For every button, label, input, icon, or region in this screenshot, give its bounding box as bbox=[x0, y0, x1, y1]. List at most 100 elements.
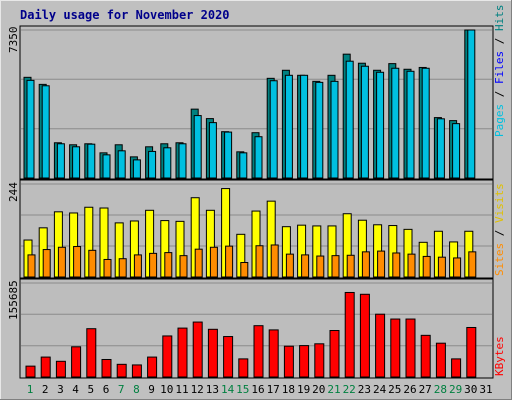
x-label-14: 14 bbox=[221, 383, 235, 396]
bar-files-3 bbox=[56, 143, 65, 179]
svg-text:Pages / Files / Hits: Pages / Files / Hits bbox=[493, 5, 506, 138]
bar-kbytes-3 bbox=[55, 360, 66, 378]
bar-files-28 bbox=[436, 118, 445, 179]
bar-sites-19 bbox=[301, 254, 310, 278]
bar-files-20 bbox=[315, 81, 324, 179]
legend-kbytes: KBytes bbox=[493, 336, 506, 376]
bar-kbytes-12 bbox=[192, 321, 203, 378]
bar-sites-18 bbox=[285, 253, 294, 278]
x-label-2: 2 bbox=[42, 383, 49, 396]
legend-visits-panel: Sites / Visits bbox=[493, 183, 506, 276]
bar-sites-7 bbox=[118, 258, 127, 278]
x-label-10: 10 bbox=[160, 383, 173, 396]
bar-files-24 bbox=[376, 71, 385, 179]
x-label-11: 11 bbox=[175, 383, 188, 396]
bar-files-4 bbox=[72, 146, 81, 179]
bar-sites-21 bbox=[331, 255, 340, 278]
x-label-5: 5 bbox=[87, 383, 94, 396]
bar-kbytes-14 bbox=[223, 336, 234, 378]
chart-title: Daily usage for November 2020 bbox=[20, 8, 230, 22]
bar-kbytes-8 bbox=[131, 364, 142, 378]
bar-kbytes-29 bbox=[451, 358, 462, 378]
bar-files-9 bbox=[148, 150, 157, 179]
bar-sites-5 bbox=[88, 249, 97, 278]
bar-files-1 bbox=[26, 79, 35, 179]
bar-kbytes-11 bbox=[177, 327, 188, 378]
bar-kbytes-2 bbox=[40, 356, 51, 378]
bar-kbytes-9 bbox=[147, 356, 158, 378]
bar-sites-23 bbox=[361, 251, 370, 278]
legend-kbytes-panel: KBytes bbox=[493, 336, 506, 376]
legend-sites: Sites bbox=[493, 243, 506, 276]
x-label-17: 17 bbox=[267, 383, 280, 396]
x-label-23: 23 bbox=[358, 383, 371, 396]
bar-files-27 bbox=[421, 67, 430, 179]
bar-kbytes-28 bbox=[435, 342, 446, 378]
bar-kbytes-21 bbox=[329, 330, 340, 378]
bar-files-30 bbox=[467, 29, 476, 179]
legend-pages: Pages bbox=[493, 104, 506, 137]
bar-sites-3 bbox=[57, 246, 66, 278]
x-label-7: 7 bbox=[118, 383, 125, 396]
bar-sites-13 bbox=[209, 246, 218, 278]
bar-files-10 bbox=[163, 147, 172, 179]
bar-files-25 bbox=[391, 67, 400, 179]
bar-sites-25 bbox=[392, 252, 401, 278]
bar-kbytes-25 bbox=[390, 318, 401, 378]
x-label-30: 30 bbox=[464, 383, 477, 396]
bar-kbytes-26 bbox=[405, 318, 416, 378]
bar-files-7 bbox=[117, 150, 126, 179]
bar-kbytes-27 bbox=[420, 334, 431, 378]
bar-sites-16 bbox=[255, 245, 264, 278]
bar-sites-11 bbox=[179, 255, 188, 278]
bar-sites-15 bbox=[240, 262, 249, 278]
x-label-24: 24 bbox=[373, 383, 387, 396]
x-label-9: 9 bbox=[148, 383, 155, 396]
bar-sites-4 bbox=[73, 246, 82, 278]
bar-sites-30 bbox=[468, 251, 477, 278]
bar-kbytes-15 bbox=[238, 358, 249, 378]
bar-sites-14 bbox=[225, 245, 234, 278]
x-label-19: 19 bbox=[297, 383, 310, 396]
x-label-8: 8 bbox=[133, 383, 140, 396]
bar-sites-6 bbox=[103, 258, 112, 278]
bar-sites-1 bbox=[27, 254, 36, 278]
x-label-22: 22 bbox=[343, 383, 356, 396]
bar-sites-17 bbox=[270, 244, 279, 278]
bar-files-11 bbox=[178, 143, 187, 179]
bar-files-21 bbox=[330, 80, 339, 179]
bar-files-19 bbox=[300, 74, 309, 179]
bar-files-14 bbox=[224, 131, 233, 179]
bar-sites-26 bbox=[407, 253, 416, 278]
x-label-16: 16 bbox=[251, 383, 264, 396]
bar-kbytes-24 bbox=[375, 313, 386, 378]
bar-files-26 bbox=[406, 70, 415, 179]
bar-kbytes-10 bbox=[162, 335, 173, 378]
bar-kbytes-30 bbox=[466, 326, 477, 378]
svg-text:Sites / Visits: Sites / Visits bbox=[493, 183, 506, 276]
ymax-label-visits: 244 bbox=[7, 182, 20, 202]
ymax-label-kbytes: 155685 bbox=[7, 280, 20, 320]
bar-sites-20 bbox=[316, 255, 325, 278]
x-label-15: 15 bbox=[236, 383, 249, 396]
bar-files-12 bbox=[193, 115, 202, 179]
x-label-18: 18 bbox=[282, 383, 295, 396]
bar-kbytes-4 bbox=[71, 346, 82, 378]
bar-kbytes-23 bbox=[359, 293, 370, 378]
x-label-26: 26 bbox=[403, 383, 416, 396]
bar-files-8 bbox=[132, 159, 141, 179]
bar-sites-22 bbox=[346, 254, 355, 278]
x-axis-labels: 1 2 3 4 5 6 7 8 9 10 11 12 13 14 15 16 17 18 19 20 21 22 23 24 2… bbox=[27, 383, 493, 396]
x-label-29: 29 bbox=[449, 383, 462, 396]
bar-sites-2 bbox=[42, 249, 51, 278]
bar-kbytes-1 bbox=[25, 365, 36, 378]
bar-files-13 bbox=[208, 122, 217, 179]
bar-kbytes-5 bbox=[86, 328, 97, 378]
bar-kbytes-22 bbox=[344, 291, 355, 378]
bar-kbytes-16 bbox=[253, 325, 264, 378]
bar-sites-8 bbox=[133, 254, 142, 278]
legend-hits-panel: Pages / Files / Hits bbox=[493, 5, 506, 138]
x-label-20: 20 bbox=[312, 383, 325, 396]
legend-hits: Hits bbox=[493, 5, 506, 32]
